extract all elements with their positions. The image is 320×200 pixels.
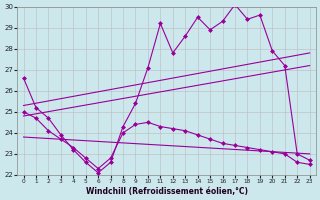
X-axis label: Windchill (Refroidissement éolien,°C): Windchill (Refroidissement éolien,°C): [85, 187, 248, 196]
